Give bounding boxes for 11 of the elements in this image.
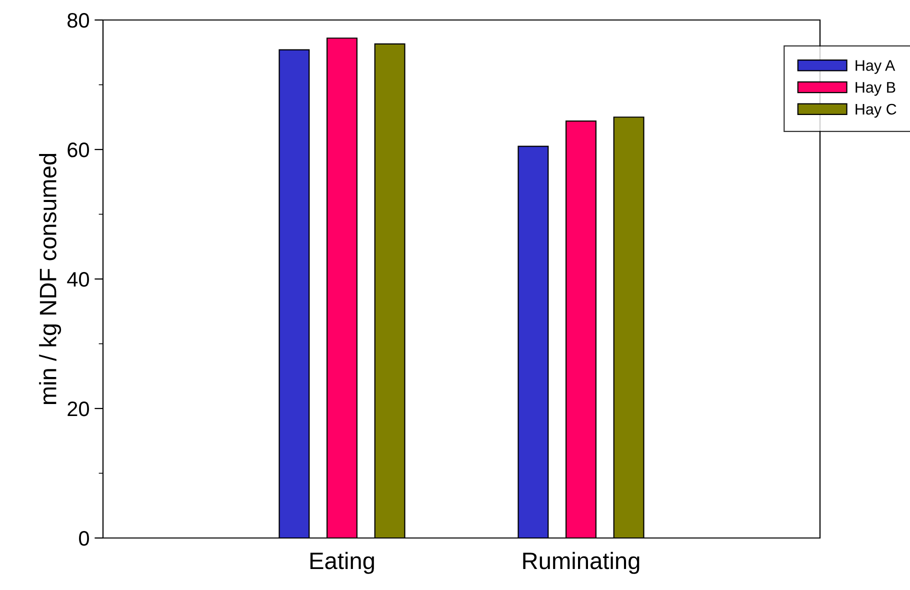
y-tick-label: 60 <box>68 142 89 158</box>
y-tick-label: 40 <box>67 272 89 287</box>
y-tick-label: 20 <box>68 402 89 416</box>
y-tick-label: 0 <box>79 531 89 546</box>
legend-label: Hay B <box>856 82 896 96</box>
x-tick-label: Ruminating <box>523 552 640 574</box>
legend-label: Hay C <box>856 104 896 118</box>
y-axis-title: min / kg NDF consumed <box>39 154 62 404</box>
y-tick-label: 80 <box>68 13 89 28</box>
legend-label: Hay A <box>856 60 896 74</box>
x-tick-label: Eating <box>310 552 374 574</box>
